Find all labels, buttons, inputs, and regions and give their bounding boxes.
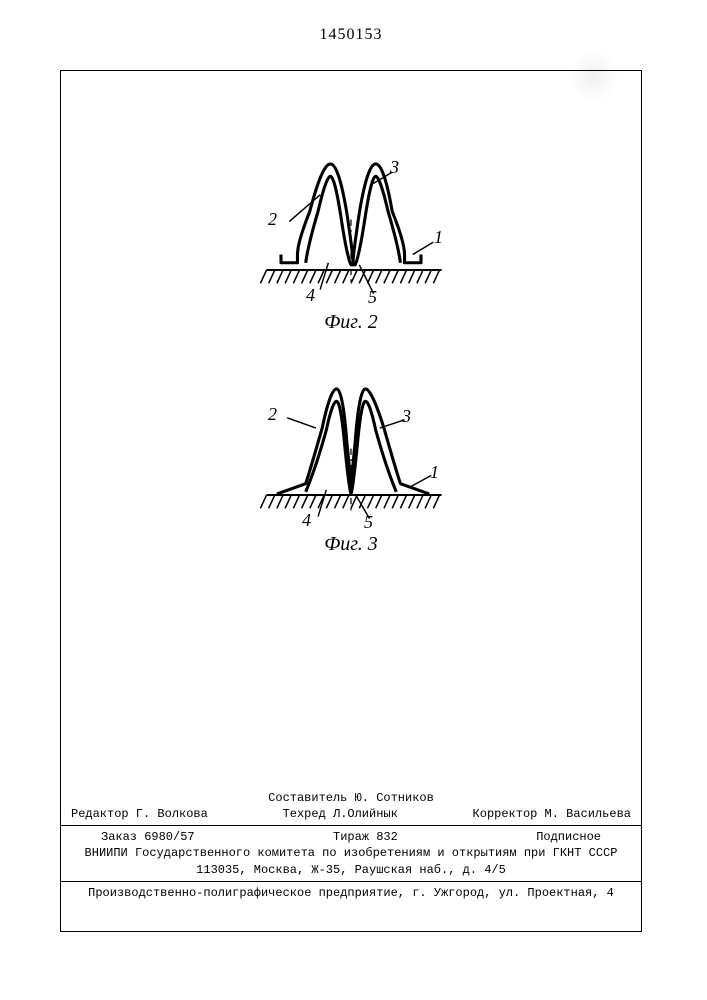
fig2-label-5: 5 — [368, 287, 377, 308]
fig2-label-3: 3 — [390, 157, 399, 178]
figure-2-svg — [246, 131, 456, 306]
colophon-press: Производственно-полиграфическое предприя… — [61, 885, 641, 901]
colophon-row-print: Заказ 6980/57 Тираж 832 Подписное — [61, 829, 641, 845]
colophon-compiler: Составитель Ю. Сотников — [61, 790, 641, 806]
fig3-label-1: 1 — [430, 462, 439, 483]
colophon-org: ВНИИПИ Государственного комитета по изоб… — [61, 845, 641, 861]
colophon-corrector: Корректор М. Васильева — [473, 806, 631, 822]
colophon-address: 113035, Москва, Ж-35, Раушская наб., д. … — [61, 862, 641, 878]
divider — [61, 825, 641, 826]
figure-2-caption: Фиг. 2 — [324, 311, 378, 334]
fig2-label-1: 1 — [434, 227, 443, 248]
colophon-techred: Техред Л.Олийнык — [283, 806, 398, 822]
colophon: Составитель Ю. Сотников Редактор Г. Волк… — [61, 790, 641, 901]
figure-3: 2 3 1 4 5 — [246, 356, 456, 531]
fig3-label-2: 2 — [268, 404, 277, 425]
fig3-label-4: 4 — [302, 510, 311, 531]
fig3-label-3: 3 — [402, 406, 411, 427]
figure-3-svg — [246, 356, 456, 531]
divider — [61, 881, 641, 882]
fig2-label-4: 4 — [306, 285, 315, 306]
figure-2: 2 3 1 4 5 — [246, 131, 456, 306]
page-frame: 1450153 2 3 1 4 5 Фиг. 2 2 3 1 4 5 Фиг. … — [60, 70, 642, 932]
colophon-order: Заказ 6980/57 — [101, 829, 195, 845]
colophon-row-credits: Редактор Г. Волкова Техред Л.Олийнык Кор… — [61, 806, 641, 822]
fig2-label-2: 2 — [268, 209, 277, 230]
colophon-editor: Редактор Г. Волкова — [71, 806, 208, 822]
colophon-tirazh: Тираж 832 — [333, 829, 398, 845]
document-number: 1450153 — [320, 26, 383, 44]
scan-stain — [566, 51, 621, 101]
figure-3-caption: Фиг. 3 — [324, 533, 378, 556]
colophon-sub: Подписное — [536, 829, 601, 845]
fig3-label-5: 5 — [364, 512, 373, 533]
